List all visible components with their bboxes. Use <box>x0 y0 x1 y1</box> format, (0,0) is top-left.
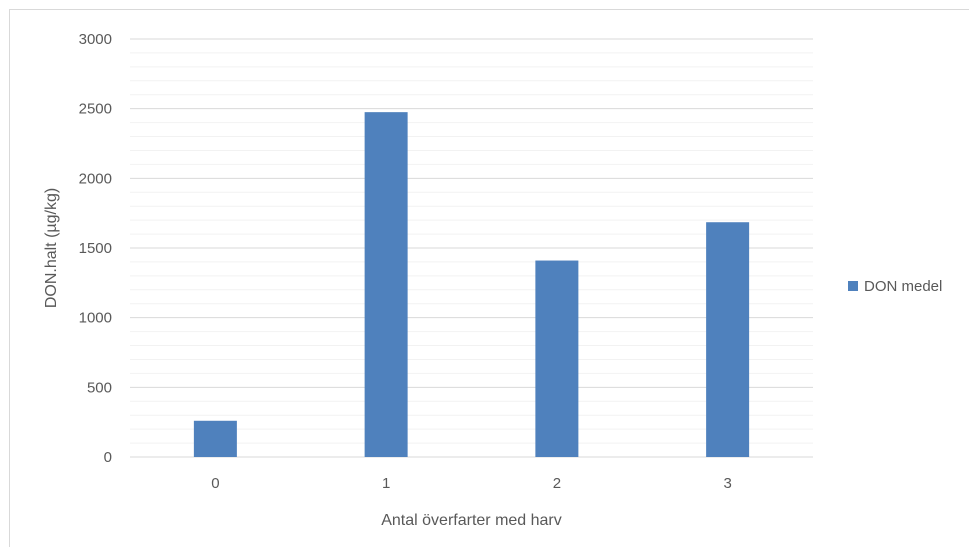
y-tick-label: 2000 <box>79 170 112 187</box>
bars <box>193 112 750 458</box>
y-tick-label: 1000 <box>79 310 112 327</box>
y-tick-label: 500 <box>87 379 112 396</box>
y-tick-label: 1500 <box>79 240 112 257</box>
y-tick-label: 2500 <box>79 101 112 118</box>
legend-swatch <box>848 281 858 291</box>
legend-label: DON medel <box>864 278 942 295</box>
y-tick-label: 0 <box>104 449 112 466</box>
x-axis-title: Antal överfarter med harv <box>381 512 562 529</box>
bar-0 <box>193 420 237 457</box>
legend: DON medel <box>848 278 942 295</box>
bar-1 <box>364 112 408 458</box>
bar-2 <box>535 260 579 457</box>
x-tick-labels: 0 1 2 3 <box>211 475 732 492</box>
y-axis-title: DON.halt (µg/kg) <box>43 188 60 308</box>
y-tick-labels: 0 500 1000 1500 2000 2500 3000 <box>79 31 112 466</box>
x-tick-label: 0 <box>211 475 219 492</box>
bar-3 <box>706 222 750 457</box>
y-tick-label: 3000 <box>79 31 112 48</box>
x-tick-label: 1 <box>382 475 390 492</box>
grid-lines <box>130 38 813 458</box>
x-tick-label: 2 <box>553 475 561 492</box>
x-tick-label: 3 <box>723 475 731 492</box>
